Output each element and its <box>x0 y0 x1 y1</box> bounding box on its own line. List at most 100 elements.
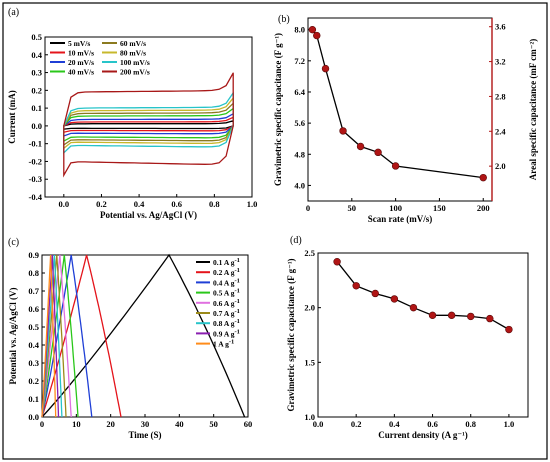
legend-entry: 200 mV/s <box>120 68 150 77</box>
data-point <box>505 325 513 334</box>
y-tick-label: 0.0 <box>28 412 39 422</box>
x-tick-label: 50 <box>348 203 357 213</box>
gcd-curve <box>41 254 67 418</box>
legend-entry: 80 mV/s <box>120 49 146 58</box>
data-point <box>352 282 360 290</box>
data-point <box>428 311 437 320</box>
y-tick-label: 5.6 <box>294 118 305 128</box>
data-point <box>467 312 475 321</box>
cv-curve <box>63 72 234 178</box>
legend-entry: 0.4 A g-1 <box>213 277 240 287</box>
y-tick-label: 1.5 <box>304 357 315 367</box>
y-tick-label: 0.8 <box>28 268 39 278</box>
chart-panel-a: 0.0 0.2 0.4 0.6 0.8 1.0 -0.4 -0.3 -0.2 -0.1 0.0 0.1… <box>7 32 257 220</box>
gcd-curve <box>41 254 93 418</box>
legend-entry: 1 A g-1 <box>213 339 234 349</box>
gcd-curve <box>41 254 63 418</box>
x-tick-label: 0.0 <box>59 199 70 209</box>
legend-unit-superscript: -1 <box>234 257 239 264</box>
legend-entry: 0.9 A g-1 <box>213 328 240 338</box>
y-tick-label: 7.2 <box>294 56 305 66</box>
y-tick-label: -0.2 <box>29 156 42 166</box>
legend-unit-superscript: -1 <box>234 277 239 284</box>
gcd-curve <box>41 254 72 418</box>
gcd-curve <box>41 253 246 418</box>
y-tick-label: -0.3 <box>29 174 42 184</box>
x-tick-label: 30 <box>141 419 150 429</box>
legend-entry: 0.7 A g-1 <box>213 308 240 318</box>
legend-entry: 0.5 A g-1 <box>213 288 240 298</box>
x-axis-label: Time (S) <box>128 430 161 440</box>
legend-entry: 10 mV/s <box>68 49 94 58</box>
panel-label-a: (a) <box>8 7 19 18</box>
y-tick-label: 6.4 <box>294 87 305 97</box>
x-tick-label: 10 <box>72 419 81 429</box>
legend-entry: 0.8 A g-1 <box>213 318 240 328</box>
legend-entry: 20 mV/s <box>68 58 94 67</box>
x-tick-label: 1.0 <box>504 419 515 429</box>
x-tick-label: 0.6 <box>171 199 182 209</box>
gcd-curve <box>41 254 79 418</box>
x-tick-label: 0.2 <box>96 199 107 209</box>
data-point <box>321 64 330 73</box>
x-tick-label: 200 <box>477 203 490 213</box>
legend-unit-superscript: -1 <box>234 288 239 295</box>
x-tick-label: 40 <box>175 419 184 429</box>
y-right-tick-label: 3.2 <box>495 57 506 67</box>
x-tick-label: 0.8 <box>465 419 476 429</box>
x-tick-label: 0.4 <box>134 199 145 209</box>
plot-area-a <box>44 36 253 198</box>
data-point <box>486 314 494 323</box>
gcd-curve <box>41 254 57 418</box>
data-point <box>479 173 487 182</box>
data-point <box>313 31 321 40</box>
chart-panel-b: 0 50 100 150 200 4.0 4.8 5.6 6.4 7.2 8.0 2.0 2.4 2.8 3… <box>273 17 538 224</box>
y-tick-label: 1.0 <box>304 412 315 422</box>
data-point <box>447 311 456 320</box>
legend-unit-superscript: -1 <box>234 308 239 315</box>
y-tick-label: 0.4 <box>28 340 39 350</box>
y-axis-label: Current (mA) <box>7 90 17 144</box>
data-point <box>391 162 400 170</box>
y-tick-label: 0.1 <box>28 394 39 404</box>
plot-area-d <box>317 252 529 418</box>
x-tick-label: 60 <box>244 419 253 429</box>
x-tick-label: 150 <box>433 203 446 213</box>
x-tick-label: 1.0 <box>247 199 258 209</box>
series-line <box>336 261 510 331</box>
y-tick-label: 0.2 <box>28 376 39 386</box>
legend-entry: 100 mV/s <box>120 58 150 67</box>
panel-label-d: (d) <box>290 235 302 246</box>
x-tick-label: 0.8 <box>209 199 220 209</box>
y-tick-label: 0.1 <box>31 103 42 113</box>
data-point <box>374 148 382 157</box>
x-tick-label: 0 <box>306 203 310 213</box>
y-tick-label: -0.1 <box>29 139 42 149</box>
y-tick-label: 2.5 <box>304 248 315 258</box>
legend-unit-superscript: -1 <box>234 318 239 325</box>
y-tick-label: 0.3 <box>28 358 39 368</box>
x-tick-label: 0.6 <box>427 419 438 429</box>
data-point <box>356 142 365 151</box>
x-tick-label: 0.0 <box>313 419 324 429</box>
panel-label-b: (b) <box>278 14 290 25</box>
x-tick-label: 0.4 <box>389 419 400 429</box>
y-tick-label: 0.3 <box>31 68 42 78</box>
data-point <box>409 303 418 312</box>
y-axis-label: Potential vs. Ag/AgCl (V) <box>8 288 18 385</box>
legend-unit-superscript: -1 <box>234 328 239 335</box>
y-right-tick-label: 2.0 <box>495 161 506 171</box>
legend-entry: 60 mV/s <box>120 39 146 48</box>
x-tick-label: 50 <box>209 419 218 429</box>
x-tick-label: 20 <box>106 419 115 429</box>
x-tick-label: 100 <box>389 203 402 213</box>
x-axis-label: Current density (A g⁻¹) <box>378 430 468 440</box>
y-right-axis-label: Areal specific capacitance (mF cm⁻²) <box>528 39 538 180</box>
y-right-tick-label: 3.6 <box>495 22 506 32</box>
legend-unit-superscript: -1 <box>229 339 234 346</box>
y-right-tick-label: 2.4 <box>495 126 506 136</box>
y-tick-label: 0.5 <box>31 32 42 42</box>
y-tick-label: 0.2 <box>31 85 42 95</box>
y-tick-label: 0.6 <box>28 304 39 314</box>
data-point <box>308 25 317 34</box>
